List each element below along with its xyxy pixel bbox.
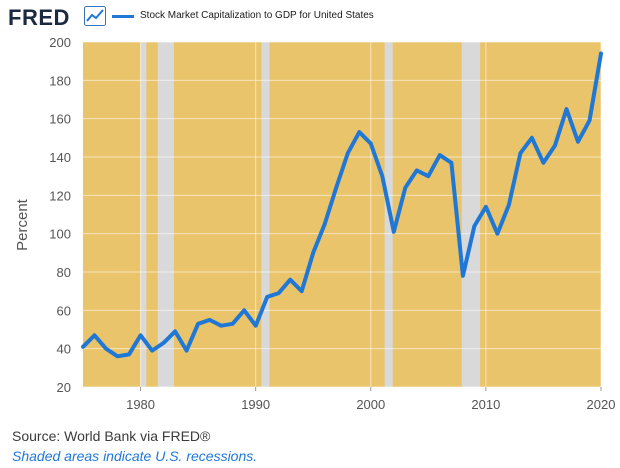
data-point — [312, 252, 315, 254]
data-point — [128, 353, 130, 356]
line-chart: 20 40 60 80 100 120 140 160 180 200 1980 1990 2000 2… — [14, 35, 615, 412]
recession-band — [157, 42, 174, 387]
fred-logo[interactable]: FRED — [8, 5, 70, 30]
y-tick-label: 60 — [57, 303, 71, 318]
data-point — [162, 342, 165, 344]
y-tick-label: 120 — [49, 188, 71, 203]
series-line — [81, 51, 603, 359]
data-point — [197, 322, 199, 325]
data-point — [600, 52, 602, 55]
data-point — [485, 206, 487, 208]
data-point — [185, 349, 188, 352]
recession-band — [261, 42, 270, 387]
x-tick-label: 2010 — [471, 397, 500, 412]
data-point — [439, 154, 441, 156]
recession-note[interactable]: Shaded areas indicate U.S. recessions. — [12, 448, 258, 464]
data-point — [381, 175, 384, 177]
legend-swatch — [112, 15, 134, 18]
x-tick-label: 2000 — [356, 397, 385, 412]
data-point — [554, 144, 556, 147]
y-tick-label: 140 — [49, 150, 71, 165]
y-axis-label: Percent — [14, 198, 31, 251]
data-point — [116, 355, 119, 358]
y-tick-label: 40 — [57, 342, 71, 357]
data-point — [531, 137, 533, 139]
x-tick-label: 1980 — [126, 397, 155, 412]
data-point — [473, 225, 476, 227]
data-point — [427, 175, 430, 177]
y-tick-label: 160 — [49, 112, 71, 127]
grid-lines — [83, 41, 602, 388]
y-tick-label: 80 — [57, 265, 71, 280]
data-point — [462, 275, 464, 277]
data-point — [82, 345, 84, 348]
data-point — [496, 232, 499, 235]
data-point — [266, 296, 268, 298]
data-point — [565, 108, 568, 110]
data-point — [519, 152, 522, 154]
x-tick-label: 1990 — [241, 397, 270, 412]
data-point — [335, 186, 338, 189]
y-tick-label: 200 — [49, 35, 71, 50]
data-point — [231, 322, 234, 325]
data-point — [151, 349, 153, 352]
data-point — [346, 152, 349, 154]
data-point — [93, 334, 96, 337]
chart-line-icon — [84, 6, 106, 26]
data-point — [577, 140, 579, 143]
data-point — [542, 161, 545, 164]
data-point — [220, 324, 222, 327]
data-point — [208, 319, 211, 321]
data-point — [393, 230, 395, 233]
legend-label: Stock Market Capitalization to GDP for U… — [140, 10, 374, 21]
y-axis: 20 40 60 80 100 120 140 160 180 200 — [49, 35, 71, 395]
data-point — [358, 131, 361, 133]
series-group — [81, 51, 603, 359]
data-point — [404, 186, 407, 189]
data-point — [243, 309, 245, 312]
x-tick-label: 2020 — [587, 397, 616, 412]
recession-band — [140, 42, 147, 387]
data-point — [139, 334, 142, 337]
recession-band — [461, 42, 481, 387]
data-point — [300, 290, 303, 292]
data-point — [105, 347, 107, 350]
data-point — [289, 278, 292, 281]
data-point — [369, 142, 372, 145]
data-point — [588, 119, 591, 122]
y-tick-label: 180 — [49, 73, 71, 88]
data-point — [508, 204, 510, 206]
data-point — [254, 324, 257, 327]
source-note: Source: World Bank via FRED® — [12, 428, 211, 444]
data-point — [174, 330, 176, 333]
data-point — [323, 223, 326, 225]
x-axis: 1980 1990 2000 2010 2020 — [126, 387, 615, 412]
chart-header: FRED Stock Market Capitalization to GDP … — [0, 0, 620, 34]
data-point — [277, 292, 280, 294]
data-point — [450, 161, 453, 164]
data-point — [416, 169, 418, 172]
y-tick-label: 20 — [57, 380, 71, 395]
y-tick-label: 100 — [49, 227, 71, 242]
